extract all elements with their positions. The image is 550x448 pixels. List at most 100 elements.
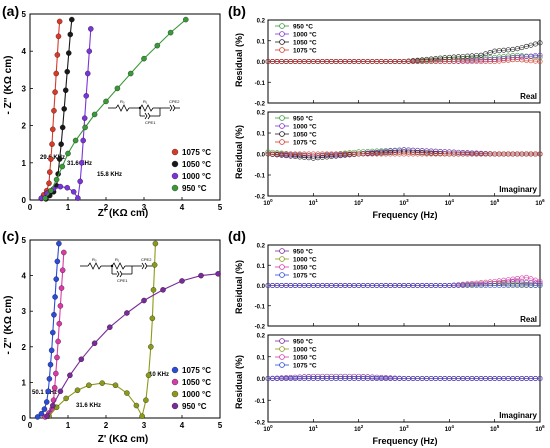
panel-b-sub0-legend-label: 1050 °C (293, 39, 317, 47)
circuit-a-cpe1: CPE1 (145, 120, 156, 125)
panel-c-data-point (133, 402, 140, 409)
panel-c-data-point (67, 372, 73, 379)
panel-d-sub1-legend-marker (279, 354, 285, 360)
panel-b-sub0-ytick-label: 0.2 (257, 19, 266, 25)
panel-a-legend-marker (171, 160, 179, 168)
panel-b-sub1-xtick-label: 103 (399, 198, 409, 207)
panel-a-series-group (38, 16, 189, 202)
panel-c-data-point (44, 413, 50, 419)
panel-b-sub1-xtick-label: 102 (354, 198, 364, 207)
panel-a-data-point (49, 141, 55, 147)
panel-a-data-point (72, 137, 79, 144)
panel-b-ylabel-bottom: Residual (%) (234, 125, 244, 179)
panel-a-data-point (53, 70, 59, 77)
panel-b-sub0-legend-marker (279, 31, 285, 37)
panel-d-sub1-legend-marker (279, 338, 285, 344)
panel-c-data-point (50, 402, 56, 409)
panel-d-sub1-xtick-label: 101 (309, 424, 319, 433)
panel-d-sub1-series-group (265, 373, 543, 381)
panel-c-data-point (43, 399, 50, 405)
panel-c-data-point (124, 390, 130, 396)
panel-d-sub1-ytick-label: 0.0 (257, 377, 266, 383)
panel-b-sub0-fit-line (268, 59, 541, 62)
panel-c-data-point (38, 410, 45, 417)
panel-d-sub1-legend-marker (279, 362, 285, 368)
panel-b-sub1-xtick-label: 106 (535, 198, 545, 207)
panel-b-sub0-data-point (537, 40, 543, 46)
panel-b-sub0-fit-line (268, 55, 541, 62)
panel-c-data-point (198, 272, 204, 279)
panel-d-sub0-data-point (523, 274, 529, 280)
panel-a-data-point (75, 195, 81, 201)
panel-c-frame (29, 239, 221, 419)
panel-d-sub0-data-point (537, 278, 543, 284)
panel-c-data-point (56, 240, 62, 247)
panel-d-sub1-legend-label: 1075 °C (293, 362, 317, 370)
panel-c-data-point (46, 376, 53, 382)
panel-b-sub1-xtick-label: 100 (263, 198, 273, 207)
panel-a-data-point (59, 124, 66, 131)
panel-a-data-point (53, 176, 60, 183)
panel-c-ytick-label: 5 (22, 236, 27, 245)
panel-c-data-point (45, 388, 51, 395)
panel-d-sub0-ytick-label: -0.2 (255, 325, 266, 331)
panel-c-ytick-label: 3 (22, 307, 27, 316)
panel-d-sub1-ytick-label: -0.1 (255, 399, 266, 405)
panel-b-sub0-legend-marker (279, 23, 285, 29)
panel-b-sub0-data-point (537, 52, 543, 58)
panel-a-data-point (70, 189, 77, 195)
panel-a-data-point (67, 31, 74, 38)
panel-d-sub0-legend-label: 1075 °C (293, 272, 317, 280)
panel-b-sub0-legend-label: 950 °C (293, 23, 313, 31)
panel-b-sub0-ytick-label: 0.1 (257, 39, 266, 45)
panel-c-series-group (34, 240, 221, 420)
panel-a-label: (a) (2, 3, 19, 19)
circuit-c-cpe2: CPE2 (141, 257, 152, 262)
panel-a-data-point (46, 180, 52, 187)
panel-d-sub0-legend-marker (279, 256, 285, 262)
circuit-a-cpe2: CPE2 (169, 99, 180, 104)
panel-c-data-point (51, 312, 57, 318)
panel-b-sub1-legend-label: 1000 °C (293, 123, 317, 131)
panel-c-annotation-3: 10 KHz (149, 372, 169, 378)
panel-d-sub1-fit-line (267, 375, 540, 379)
panel-b-sub1-legend-marker (279, 131, 285, 137)
panel-b-sub0-data-point (528, 42, 534, 48)
panel-d-sub0-legend-label: 950 °C (293, 248, 313, 256)
panel-c-legend-marker (171, 390, 179, 398)
panel-b-sub0-ytick-label: -0.2 (255, 102, 266, 108)
panel-c-data-point (55, 338, 61, 345)
panel-c-legend-label: 950 °C (182, 402, 207, 411)
panel-b-sub1-ytick-label: 0.1 (257, 132, 266, 138)
panel-a-data-point (47, 169, 53, 175)
panel-c-data-point (215, 271, 221, 277)
panel-a-data-point (65, 150, 71, 157)
panel-d-sub0-ytick-label: 0.2 (257, 244, 266, 250)
panel-b-sub1-ytick-label: 0.2 (257, 111, 266, 117)
panel-d-sub1-xtick-label: 102 (354, 424, 364, 433)
panel-b-sub1-legend-marker (279, 123, 285, 129)
circuit-c-r1: R₁ (115, 257, 120, 262)
panel-d-sub1-xtick-label: 100 (263, 424, 273, 433)
panel-b-sub1-fit-line (267, 149, 540, 157)
panel-d-sub0-series-group (265, 274, 543, 288)
panel-b-sub1-xtick-label: 101 (309, 198, 319, 207)
panel-d-sub0-legend-label: 1050 °C (293, 264, 317, 272)
panel-b-sub0-fit-line (268, 55, 541, 62)
panel-b-sub1-ytick-label: -0.1 (255, 174, 266, 180)
panel-b-sub1-legend-marker (279, 139, 285, 145)
panel-d-sub0-legend-marker (279, 248, 285, 254)
panel-c-ytick-label: 1 (22, 378, 27, 387)
panel-d-sub0-ytick-label: 0.1 (257, 264, 266, 270)
panel-a-xtick-label: 2 (104, 203, 109, 212)
panel-c-circuit-inset: R₀ R₁ CPE1 CPE2 (80, 257, 152, 283)
panel-b-sub1-legend-label: 1075 °C (293, 139, 317, 147)
panel-c-data-point (58, 285, 65, 291)
panel-a-annotation-3: 15.8 KHz (97, 172, 122, 178)
panel-a-data-point (167, 29, 174, 36)
panel-a-data-point (127, 70, 134, 77)
panel-a-data-point (66, 50, 72, 56)
panel-a-data-point (62, 87, 69, 94)
panel-b-sub0-data-point (532, 41, 538, 47)
panel-d-sub0-legend-marker (279, 272, 285, 278)
